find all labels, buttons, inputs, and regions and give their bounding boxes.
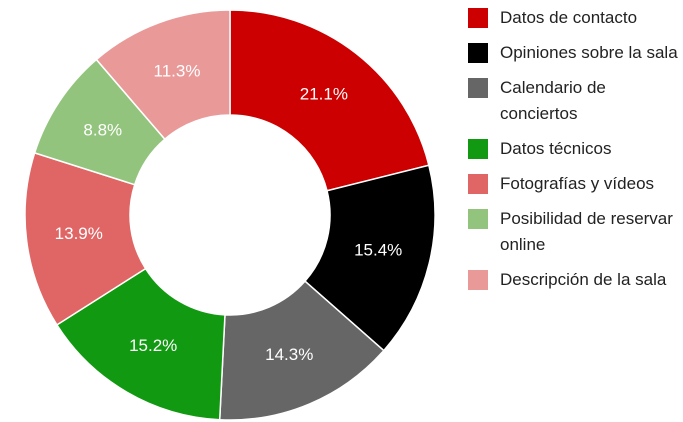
legend-item: Datos técnicos bbox=[468, 136, 680, 162]
legend-item: Calendario de conciertos bbox=[468, 75, 680, 127]
legend-label: Opiniones sobre la sala bbox=[500, 43, 678, 62]
legend-swatch bbox=[468, 43, 488, 63]
legend-item: Opiniones sobre la sala bbox=[468, 40, 680, 66]
legend-swatch bbox=[468, 174, 488, 194]
slice bbox=[229, 9, 430, 192]
slice-label: 14.3% bbox=[265, 345, 313, 364]
donut: 21.1% 15.4% 14.3% 15.2% 13.9% 8.8% 11.3% bbox=[24, 9, 436, 421]
legend-swatch bbox=[468, 270, 488, 290]
legend-label: Posibilidad de reservar online bbox=[500, 209, 673, 254]
legend-item: Datos de contacto bbox=[468, 5, 680, 31]
legend-label: Datos de contacto bbox=[500, 8, 638, 27]
legend-label: Calendario de conciertos bbox=[500, 78, 606, 123]
legend: Datos de contacto Opiniones sobre la sala… bbox=[468, 5, 680, 302]
legend-swatch bbox=[468, 8, 488, 28]
slice-label: 15.2% bbox=[129, 336, 177, 355]
legend-label: Datos técnicos bbox=[500, 139, 612, 158]
slice-label: 8.8% bbox=[83, 120, 122, 139]
legend-item: Descripción de la sala bbox=[468, 267, 680, 293]
slice-label: 13.9% bbox=[55, 224, 103, 243]
legend-item: Posibilidad de reservar online bbox=[468, 206, 680, 258]
legend-swatch bbox=[468, 78, 488, 98]
slice-label: 11.3% bbox=[154, 61, 201, 80]
legend-item: Fotografías y vídeos bbox=[468, 171, 680, 197]
legend-swatch bbox=[468, 209, 488, 229]
slice bbox=[55, 267, 226, 421]
slice bbox=[218, 280, 385, 421]
slice-label: 21.1% bbox=[300, 84, 348, 103]
legend-swatch bbox=[468, 139, 488, 159]
slice bbox=[24, 151, 147, 326]
legend-label: Descripción de la sala bbox=[500, 270, 667, 289]
slice-label: 15.4% bbox=[354, 241, 402, 260]
legend-label: Fotografías y vídeos bbox=[500, 174, 655, 193]
slice bbox=[303, 164, 436, 352]
slice bbox=[95, 9, 231, 141]
